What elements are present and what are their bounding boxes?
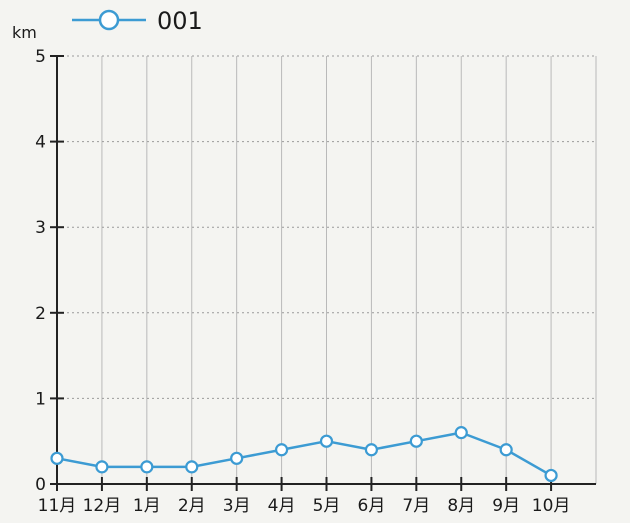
data-point [364, 443, 379, 457]
x-tick-label: 11月 [38, 496, 77, 516]
x-tick-label: 6月 [358, 496, 386, 516]
y-tick-label: 0 [35, 475, 46, 495]
data-point [50, 451, 64, 465]
data-point [185, 460, 199, 474]
x-tick-label: 2月 [178, 496, 206, 516]
data-point [230, 451, 244, 465]
y-tick-label: 4 [35, 133, 46, 153]
grid [57, 55, 597, 484]
x-tick-label: 7月 [402, 496, 430, 516]
y-unit-label: km [12, 23, 37, 42]
ticks [50, 55, 553, 491]
legend-label: 001 [157, 7, 203, 35]
x-tick-label: 1月 [133, 496, 161, 516]
data-point [499, 443, 513, 457]
y-tick-label: 1 [35, 389, 46, 409]
x-tick-label: 3月 [223, 496, 251, 516]
x-tick-label: 4月 [268, 496, 296, 516]
x-tick-label: 12月 [83, 496, 122, 516]
x-tick-label: 10月 [532, 496, 571, 516]
data-point [319, 434, 334, 448]
y-tick-label: 2 [35, 304, 46, 324]
legend-marker [98, 9, 120, 31]
y-tick-label: 5 [35, 47, 46, 67]
x-tick-label: 9月 [492, 496, 520, 516]
series-line [56, 431, 552, 477]
x-tick-label: 5月 [313, 496, 341, 516]
tick-labels: 0 1 2 3 4 5 11月 12月 1月 2月 3月 4月 5月 6月 7月 8月 9月 10月 [35, 47, 570, 516]
data-point [454, 426, 468, 440]
data-point [140, 460, 154, 474]
legend: 001 [72, 7, 203, 35]
series [50, 426, 558, 483]
data-point [95, 460, 109, 474]
y-tick-label: 3 [35, 218, 46, 238]
data-point [274, 443, 289, 457]
x-tick-label: 8月 [447, 496, 475, 516]
data-point [544, 468, 558, 483]
data-point [409, 434, 423, 448]
